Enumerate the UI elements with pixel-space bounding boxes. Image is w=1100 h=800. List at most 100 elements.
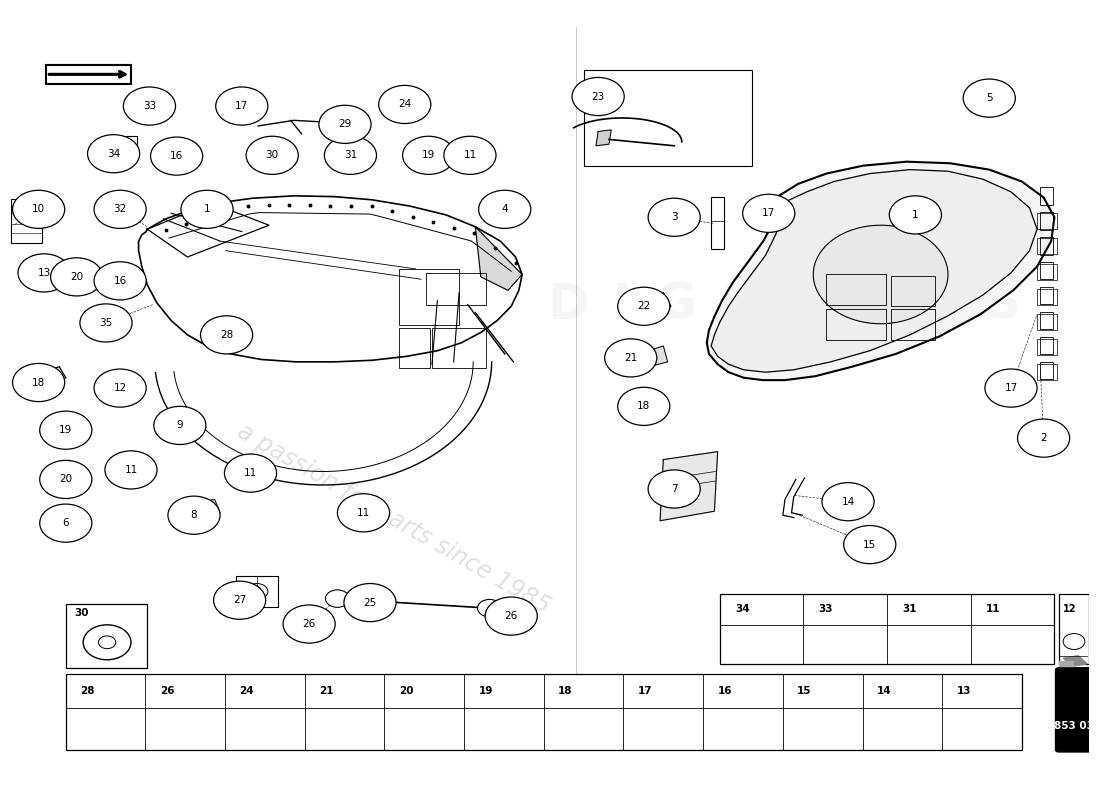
Circle shape: [246, 136, 298, 174]
Text: 30: 30: [266, 150, 278, 160]
Bar: [826, 309, 887, 341]
Circle shape: [94, 369, 146, 407]
Polygon shape: [1059, 661, 1072, 666]
Bar: [1037, 264, 1057, 279]
Bar: [1037, 339, 1057, 355]
Text: 8: 8: [190, 510, 197, 520]
Circle shape: [605, 339, 657, 377]
Text: 31: 31: [902, 604, 916, 614]
Circle shape: [12, 363, 65, 402]
Text: 9: 9: [177, 421, 184, 430]
Text: 18: 18: [558, 686, 573, 696]
Text: 14: 14: [842, 497, 855, 506]
Bar: [399, 329, 430, 368]
Circle shape: [1018, 419, 1069, 457]
Text: 20: 20: [59, 474, 73, 485]
Text: 12: 12: [113, 383, 127, 393]
Circle shape: [168, 496, 220, 534]
Bar: [711, 198, 724, 249]
Circle shape: [572, 78, 624, 115]
Text: 27: 27: [233, 595, 246, 605]
Circle shape: [477, 599, 502, 617]
Bar: [173, 416, 194, 436]
Circle shape: [182, 190, 233, 229]
Circle shape: [94, 262, 146, 300]
Bar: [891, 276, 935, 306]
Bar: [1037, 364, 1057, 380]
Text: 3: 3: [671, 212, 678, 222]
Bar: [1041, 362, 1054, 379]
Polygon shape: [660, 452, 717, 521]
Text: I: I: [722, 281, 740, 329]
Bar: [1041, 187, 1054, 205]
Text: 13: 13: [957, 686, 971, 696]
Bar: [826, 274, 887, 305]
Text: 18: 18: [32, 378, 45, 387]
Text: 1: 1: [204, 204, 210, 214]
Text: 26: 26: [505, 611, 518, 621]
Circle shape: [224, 454, 276, 492]
Text: 17: 17: [762, 208, 776, 218]
Text: A: A: [820, 281, 859, 329]
Text: 28: 28: [80, 686, 95, 696]
Text: 11: 11: [124, 465, 138, 475]
Circle shape: [478, 190, 531, 229]
Text: 1: 1: [912, 210, 918, 220]
Text: 12: 12: [1063, 604, 1077, 614]
Text: 25: 25: [363, 598, 376, 607]
Text: 21: 21: [624, 353, 637, 363]
Text: T: T: [931, 281, 965, 329]
Text: 6: 6: [63, 518, 69, 528]
Bar: [584, 70, 752, 166]
Text: S: S: [984, 281, 1021, 329]
Text: P: P: [767, 281, 803, 329]
Bar: [1037, 238, 1057, 254]
Circle shape: [123, 87, 176, 125]
Text: 20: 20: [70, 272, 84, 282]
Circle shape: [40, 411, 92, 450]
Bar: [11, 199, 42, 242]
Text: 11: 11: [463, 150, 476, 160]
Circle shape: [378, 86, 431, 123]
Circle shape: [984, 369, 1037, 407]
Circle shape: [216, 87, 268, 125]
Text: 15: 15: [798, 686, 812, 696]
Bar: [66, 604, 147, 668]
Text: 28: 28: [220, 330, 233, 340]
Bar: [1037, 289, 1057, 305]
Text: 29: 29: [339, 119, 352, 130]
Text: 15: 15: [864, 539, 877, 550]
Circle shape: [98, 636, 116, 649]
Circle shape: [319, 106, 371, 143]
Circle shape: [40, 460, 92, 498]
Bar: [1037, 214, 1057, 229]
Text: 2: 2: [1041, 433, 1047, 443]
Text: 21: 21: [319, 686, 333, 696]
Text: I: I: [613, 281, 631, 329]
Bar: [1037, 314, 1057, 330]
Text: 33: 33: [818, 604, 833, 614]
Text: 33: 33: [143, 101, 156, 111]
Circle shape: [94, 190, 146, 229]
Text: a passion for parts since 1985: a passion for parts since 1985: [233, 419, 554, 618]
Text: 20: 20: [399, 686, 414, 696]
Circle shape: [104, 451, 157, 489]
Circle shape: [344, 583, 396, 622]
Circle shape: [822, 482, 875, 521]
Text: 34: 34: [107, 149, 120, 158]
Text: 30: 30: [75, 608, 89, 618]
Circle shape: [324, 136, 376, 174]
Text: R: R: [874, 281, 913, 329]
Text: 19: 19: [422, 150, 436, 160]
Text: 18: 18: [637, 402, 650, 411]
Bar: [427, 273, 486, 305]
Bar: [1041, 337, 1054, 354]
FancyBboxPatch shape: [1056, 668, 1092, 752]
Circle shape: [648, 470, 701, 508]
Text: 31: 31: [344, 150, 358, 160]
Text: 22: 22: [637, 302, 650, 311]
Text: 11: 11: [356, 508, 370, 518]
Text: D: D: [547, 281, 589, 329]
Bar: [1041, 262, 1054, 279]
Circle shape: [154, 406, 206, 445]
